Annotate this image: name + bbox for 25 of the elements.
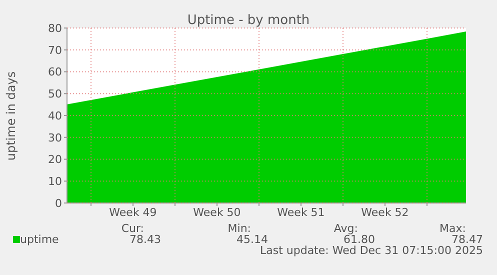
y-tick-label: 10	[48, 175, 62, 188]
y-tick-label: 60	[48, 66, 62, 79]
chart-title: Uptime - by month	[187, 13, 310, 28]
text: Last update: Wed Dec 31 07:15:00 2025	[260, 244, 483, 257]
text: Min:	[228, 222, 251, 235]
text: 61.80	[344, 233, 375, 246]
y-tick-label: 50	[48, 88, 62, 101]
y-tick-label: 20	[48, 153, 62, 166]
text: 78.43	[130, 233, 161, 246]
y-tick-label: 80	[48, 22, 62, 35]
legend-label: uptime	[20, 233, 59, 246]
x-tick-label: Week 52	[361, 206, 409, 219]
text: 78.47	[452, 233, 483, 246]
y-tick-label: 0	[55, 196, 62, 210]
x-tick-label: Week 49	[109, 206, 157, 219]
y-tick-label: 40	[48, 109, 62, 122]
y-tick-label: 70	[48, 44, 62, 57]
text: Max:	[440, 222, 466, 235]
x-tick-label: Week 51	[277, 206, 325, 219]
text: Avg:	[334, 222, 358, 235]
text: Cur:	[121, 222, 144, 235]
x-tick-label: Week 50	[193, 206, 241, 219]
text: 45.14	[236, 233, 268, 246]
y-tick-label: 30	[48, 131, 62, 144]
y-axis-title: uptime in days	[4, 70, 18, 160]
